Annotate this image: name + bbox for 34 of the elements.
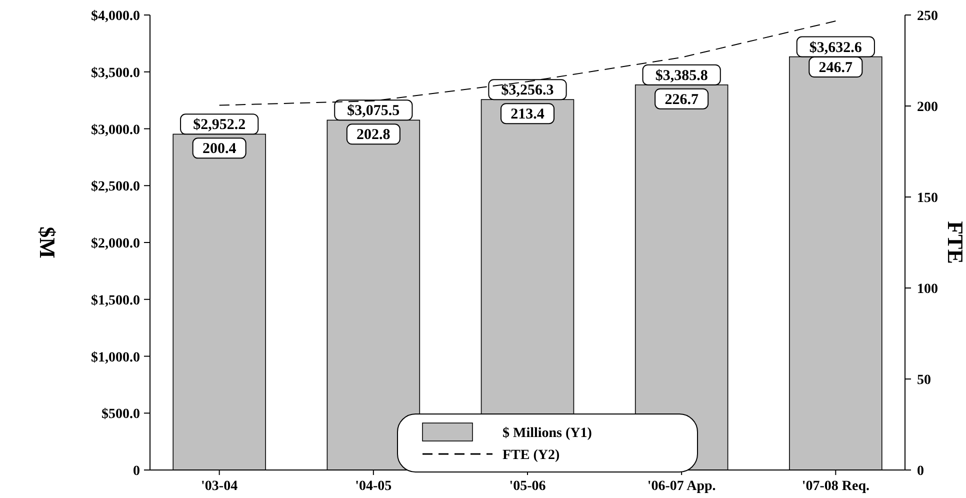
- y2-tick-label: 150: [917, 191, 938, 206]
- y-tick-label: $2,000.0: [91, 236, 140, 252]
- data-label: $3,632.6: [809, 40, 862, 56]
- x-tick-label: '06-07 App.: [647, 479, 716, 494]
- legend-label: $ Millions (Y1): [502, 426, 592, 441]
- x-tick-label: '04-05: [355, 479, 392, 494]
- y-tick-label: $2,500.0: [91, 180, 140, 195]
- data-label: $3,075.5: [347, 103, 400, 120]
- y2-axis-title: FTE: [943, 221, 966, 264]
- y-tick-label: $1,000.0: [91, 350, 140, 366]
- legend-label: FTE (Y2): [502, 448, 560, 463]
- x-tick-label: '07-08 Req.: [802, 479, 870, 494]
- y-tick-label: $1,500.0: [91, 293, 140, 308]
- data-label: $2,952.2: [193, 117, 246, 134]
- y2-tick-label: 250: [917, 9, 938, 24]
- data-label: $3,385.8: [655, 68, 708, 84]
- y-tick-label: $500.0: [102, 407, 140, 422]
- data-label: 246.7: [818, 60, 854, 76]
- y-tick-label: 0: [133, 464, 140, 479]
- y2-tick-label: 100: [917, 282, 938, 297]
- y2-tick-label: 50: [917, 373, 931, 388]
- y-axis-title: $M: [35, 226, 60, 259]
- data-label: $3,256.3: [501, 82, 554, 99]
- y-tick-label: $3,000.0: [91, 122, 140, 138]
- data-label: 213.4: [510, 106, 545, 123]
- data-label: 202.8: [356, 127, 390, 144]
- y2-tick-label: 0: [917, 464, 924, 479]
- x-tick-label: '05-06: [509, 479, 546, 494]
- x-tick-label: '03-04: [201, 479, 238, 494]
- y-tick-label: $4,000.0: [91, 9, 140, 24]
- y2-tick-label: 200: [917, 100, 938, 115]
- data-label: 200.4: [202, 141, 237, 158]
- data-label: 226.7: [664, 92, 699, 108]
- y-tick-label: $3,500.0: [91, 66, 140, 81]
